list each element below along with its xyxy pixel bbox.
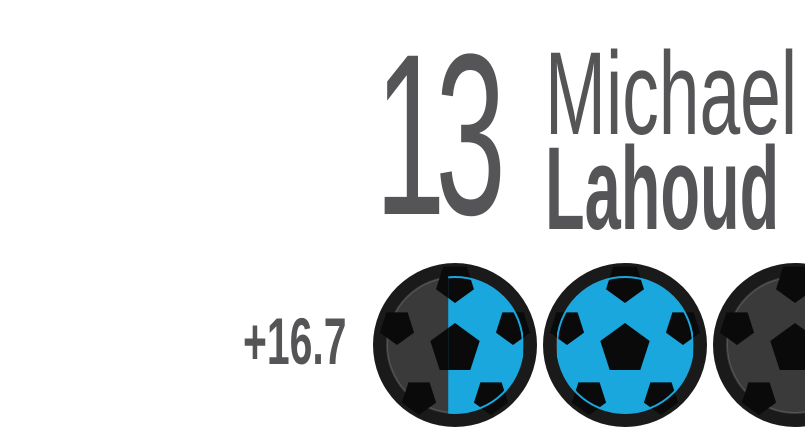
rating-ball-2 <box>543 263 707 427</box>
jersey-number: 13 <box>375 6 506 263</box>
rating-ball-3 <box>713 263 805 427</box>
score-change: +16.7 <box>243 304 347 378</box>
player-first-name: Michael <box>545 28 798 160</box>
player-last-name: Lahoud <box>545 123 780 255</box>
rating-ball-1 <box>373 263 537 427</box>
